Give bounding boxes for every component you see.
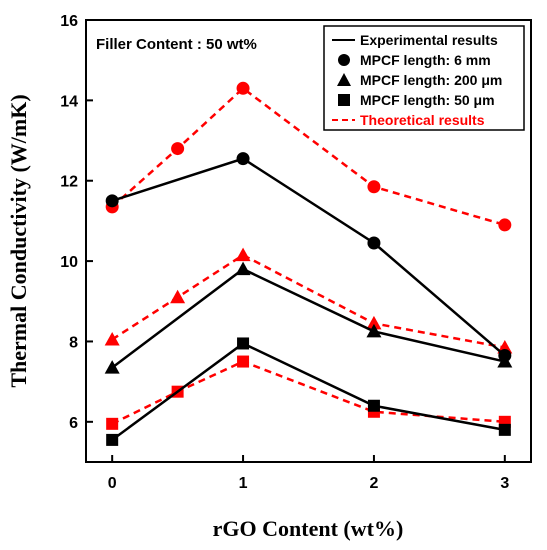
- series-line-theoretical-50um: [111, 360, 505, 425]
- series-experimental-200um: [104, 261, 513, 374]
- data-point-circle: [236, 81, 250, 95]
- y-axis-title: Thermal Conductivity (W/mK): [6, 94, 31, 387]
- data-point-circle: [171, 142, 185, 156]
- y-tick-label: 10: [60, 254, 78, 271]
- data-point-circle: [236, 152, 250, 166]
- x-tick-label: 3: [500, 475, 509, 492]
- series-layer: [104, 81, 513, 446]
- data-point-triangle: [104, 360, 120, 374]
- legend-triangle-marker: [337, 73, 351, 86]
- series-line-experimental-200um: [111, 267, 506, 369]
- legend: Experimental results MPCF length: 6 mm M…: [323, 25, 525, 131]
- legend-50um-label: MPCF length: 50 μm: [360, 92, 495, 108]
- y-tick-label: 12: [60, 174, 78, 191]
- series-experimental-50um: [106, 337, 511, 446]
- y-tick-label: 6: [69, 415, 78, 432]
- data-point-square: [237, 337, 250, 350]
- legend-200um-label: MPCF length: 200 μm: [360, 72, 502, 88]
- series-line-theoretical-200um: [111, 253, 506, 349]
- filler-content-annotation: Filler Content : 50 wt%: [96, 36, 257, 53]
- x-tick-label: 0: [108, 475, 117, 492]
- data-point-triangle: [366, 315, 382, 330]
- data-point-circle: [367, 180, 381, 194]
- legend-circle-marker: [338, 54, 350, 66]
- data-point-square: [106, 417, 119, 430]
- data-point-square: [106, 433, 119, 446]
- data-point-triangle: [104, 331, 120, 346]
- series-line-theoretical-6mm: [111, 86, 506, 227]
- data-point-triangle: [235, 247, 251, 262]
- data-point-circle: [105, 194, 119, 208]
- x-tick-label: 2: [369, 475, 378, 492]
- series-experimental-6mm: [105, 152, 512, 363]
- legend-theoretical-label: Theoretical results: [360, 112, 485, 128]
- data-point-square: [367, 399, 380, 412]
- legend-experimental-label: Experimental results: [360, 32, 498, 48]
- data-point-triangle: [170, 289, 186, 304]
- data-point-square: [498, 423, 511, 436]
- x-tick-label: 1: [239, 475, 248, 492]
- series-line-experimental-50um: [111, 342, 506, 441]
- data-point-circle: [498, 218, 512, 232]
- data-point-triangle: [366, 323, 382, 338]
- y-tick-label: 14: [60, 93, 78, 110]
- legend-6mm-label: MPCF length: 6 mm: [360, 52, 491, 68]
- series-line-experimental-6mm: [111, 157, 506, 357]
- data-point-circle: [367, 236, 381, 250]
- legend-square-marker: [338, 94, 350, 106]
- x-axis-title: rGO Content (wt%): [213, 516, 404, 541]
- y-tick-label: 16: [60, 13, 78, 30]
- data-point-triangle: [235, 261, 251, 276]
- legend-box: [323, 25, 525, 131]
- data-point-square: [237, 355, 250, 368]
- plot-frame: [85, 19, 532, 463]
- data-point-triangle: [497, 339, 513, 354]
- series-theoretical-200um: [104, 247, 513, 354]
- y-tick-label: 8: [69, 334, 78, 351]
- data-point-triangle: [497, 354, 513, 368]
